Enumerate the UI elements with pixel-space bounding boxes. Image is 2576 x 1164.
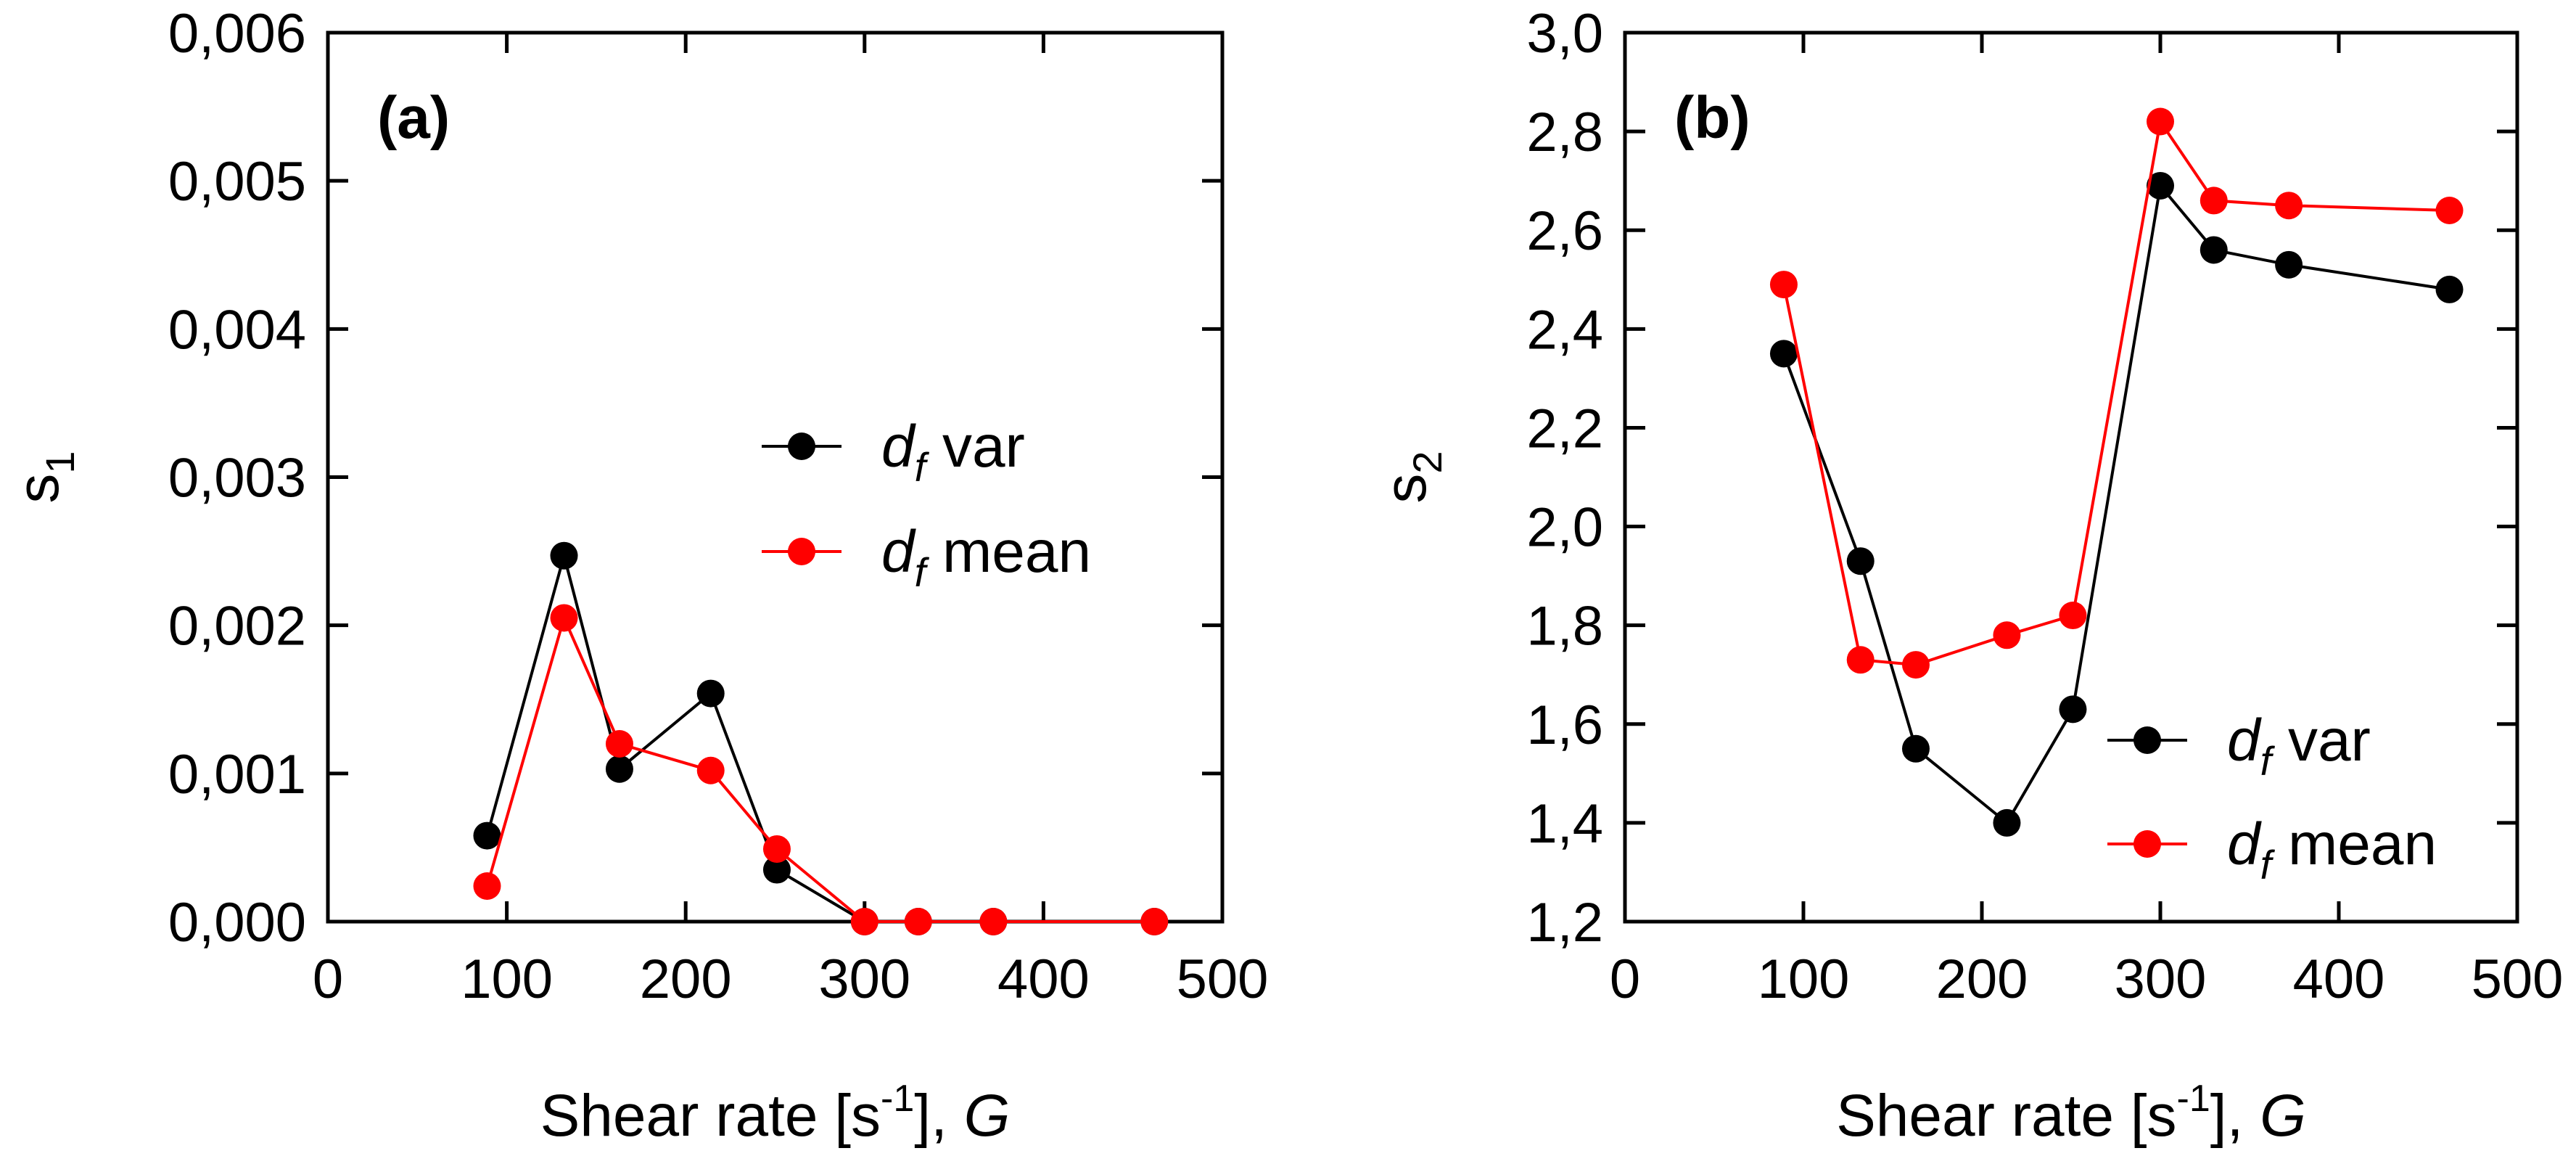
series-line: [1782, 118, 2450, 667]
data-point: [1901, 651, 1930, 679]
x-tick-label: 0: [313, 948, 343, 1010]
y-tick-label: 2,8: [1526, 102, 1603, 163]
data-point: [696, 679, 725, 708]
y-tick-label: 1,6: [1526, 694, 1603, 756]
series-df-var: [473, 541, 1169, 935]
x-axis-title: Shear rate [s-1], G: [1836, 1078, 2306, 1149]
x-tick-label: 200: [1936, 948, 2028, 1010]
y-axis-title: s2: [1373, 451, 1450, 503]
y-tick-label: 2,0: [1526, 497, 1603, 559]
data-point: [2059, 602, 2087, 630]
y-tick-label: 2,6: [1526, 200, 1603, 262]
panel-label: (a): [377, 85, 450, 151]
legend-label: df mean: [2227, 811, 2437, 888]
series-df-var: [1769, 171, 2464, 837]
chart-panel-b: 0 100 200 300 400 500 1,2 1,4 1,6 1,8 2,0 2,2 2,4 2,6…: [1373, 3, 2563, 1149]
series-df-mean: [473, 604, 1169, 935]
data-point: [2275, 192, 2303, 220]
x-tick-label: 300: [2115, 948, 2207, 1010]
series-df-mean: [1769, 107, 2464, 679]
x-tick-label: 0: [1610, 948, 1640, 1010]
y-tick-label: 1,4: [1526, 793, 1603, 855]
chart-panel-a: 0 100 200 300 400 500 0,000 0,001 0,002 0,003 0,00…: [5, 3, 1268, 1149]
legend-label: df var: [2227, 708, 2371, 784]
series-line: [485, 613, 1155, 923]
legend-entry: df var: [762, 414, 1025, 490]
legend-entry: df var: [2107, 708, 2371, 784]
legend-marker: [788, 433, 815, 460]
y-tick-label: 2,4: [1526, 299, 1603, 361]
data-point: [1769, 340, 1798, 368]
data-point: [605, 730, 633, 758]
y-tick-label: 0,002: [168, 596, 306, 657]
data-point: [904, 908, 932, 935]
series-line: [485, 549, 1155, 923]
data-point: [1846, 646, 1875, 674]
data-point: [1993, 808, 2021, 837]
plot-frame: [1623, 30, 2519, 924]
x-tick-label: 400: [997, 948, 1090, 1010]
legend-marker: [2133, 726, 2161, 754]
y-tick-label: 2,2: [1526, 398, 1603, 459]
data-point: [2435, 197, 2464, 224]
data-point: [762, 856, 791, 884]
data-point: [762, 835, 791, 863]
data-point: [1846, 547, 1875, 575]
x-tick-label: 400: [2293, 948, 2385, 1010]
x-tick-label: 100: [1758, 948, 1850, 1010]
y-tick-label: 0,001: [168, 744, 306, 806]
y-tick-label: 0,000: [168, 892, 306, 954]
data-point: [2059, 695, 2087, 724]
legend-label: df mean: [881, 519, 1091, 595]
data-point: [473, 872, 501, 900]
legend-entry: df mean: [2107, 811, 2437, 888]
panel-label: (b): [1674, 85, 1750, 151]
legend-entry: df mean: [762, 519, 1091, 595]
data-point: [1993, 621, 2021, 649]
x-tick-label: 500: [1177, 948, 1269, 1010]
data-point: [550, 604, 578, 632]
y-axis-title: s1: [5, 451, 83, 503]
x-tick-label: 500: [2472, 948, 2564, 1010]
data-point: [2147, 107, 2174, 136]
data-point: [2200, 187, 2228, 215]
y-tick-label: 3,0: [1526, 3, 1603, 65]
y-tick-label: 1,2: [1526, 892, 1603, 954]
data-point: [550, 541, 578, 570]
data-point: [696, 756, 725, 784]
x-tick-label: 100: [461, 948, 553, 1010]
plot-frame: [326, 30, 1225, 924]
data-point: [473, 821, 501, 850]
data-point: [1140, 908, 1169, 935]
y-tick-label: 0,005: [168, 151, 306, 213]
y-tick-label: 0,003: [168, 448, 306, 509]
x-axis-title: Shear rate [s-1], G: [540, 1078, 1011, 1149]
data-point: [1901, 734, 1930, 763]
data-point: [1769, 271, 1798, 299]
y-tick-label: 1,8: [1526, 596, 1603, 657]
y-tick-label: 0,006: [168, 3, 306, 65]
data-point: [2275, 250, 2303, 279]
data-point: [2147, 171, 2174, 200]
y-tick-label: 0,004: [168, 299, 306, 361]
data-point: [605, 755, 633, 783]
x-tick-label: 300: [818, 948, 910, 1010]
data-point: [979, 908, 1008, 935]
data-point: [2200, 236, 2228, 264]
x-tick-label: 200: [640, 948, 732, 1010]
legend-label: df var: [881, 414, 1025, 490]
data-point: [2435, 275, 2464, 303]
legend-marker: [2133, 830, 2161, 858]
legend-marker: [788, 538, 815, 565]
data-point: [850, 908, 878, 935]
